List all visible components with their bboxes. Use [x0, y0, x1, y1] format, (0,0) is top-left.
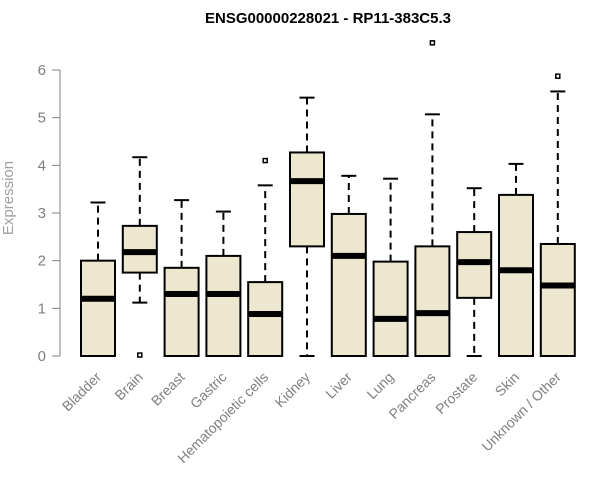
- outlier-point: [555, 73, 561, 79]
- x-tick-label: Bladder: [59, 369, 105, 415]
- x-tick-label: Brain: [111, 369, 145, 403]
- boxes-group: [80, 40, 576, 358]
- outlier-point: [429, 40, 436, 46]
- iqr-box: [372, 260, 409, 357]
- x-tick-label: Kidney: [272, 369, 314, 411]
- y-tick-label: 2: [38, 253, 46, 270]
- y-axis-ticks: 0 1 2 3 4 5 6: [38, 62, 60, 365]
- x-tick-label: Breast: [148, 369, 188, 409]
- y-tick-label: 1: [38, 300, 46, 317]
- box-prostate: [456, 187, 493, 357]
- x-tick-label: Lung: [363, 369, 396, 402]
- iqr-box: [414, 245, 451, 357]
- iqr-box: [80, 259, 116, 357]
- iqr-box: [289, 151, 325, 248]
- iqr-box: [205, 254, 242, 357]
- x-tick-label: Skin: [492, 369, 523, 400]
- outlier-point: [262, 157, 268, 164]
- iqr-box: [330, 212, 367, 357]
- chart-title: ENSG00000228021 - RP11-383C5.3: [205, 10, 451, 27]
- box-gastric: [205, 210, 242, 357]
- box-brain: [121, 156, 158, 358]
- y-tick-label: 4: [38, 157, 46, 174]
- y-tick-label: 0: [38, 348, 46, 365]
- x-tick-label: Prostate: [432, 369, 480, 417]
- box-hematopoietic-cells: [247, 157, 284, 357]
- iqr-box: [498, 193, 534, 357]
- box-liver: [330, 174, 367, 357]
- x-tick-label: Unknown / Other: [478, 369, 564, 455]
- iqr-box: [247, 281, 284, 357]
- box-lung: [372, 177, 409, 357]
- y-tick-label: 6: [38, 62, 46, 79]
- box-kidney: [289, 96, 325, 357]
- box-breast: [163, 199, 200, 358]
- outlier-point: [137, 352, 143, 358]
- x-tick-label: Liver: [322, 369, 355, 402]
- iqr-box: [163, 266, 200, 358]
- y-tick-label: 3: [38, 205, 46, 222]
- iqr-box: [539, 242, 576, 358]
- box-pancreas: [414, 40, 451, 357]
- box-bladder: [80, 201, 116, 357]
- box-unknown-other: [539, 73, 576, 358]
- y-axis-label: Expression: [0, 161, 17, 235]
- box-skin: [498, 162, 534, 357]
- y-tick-label: 5: [38, 110, 46, 127]
